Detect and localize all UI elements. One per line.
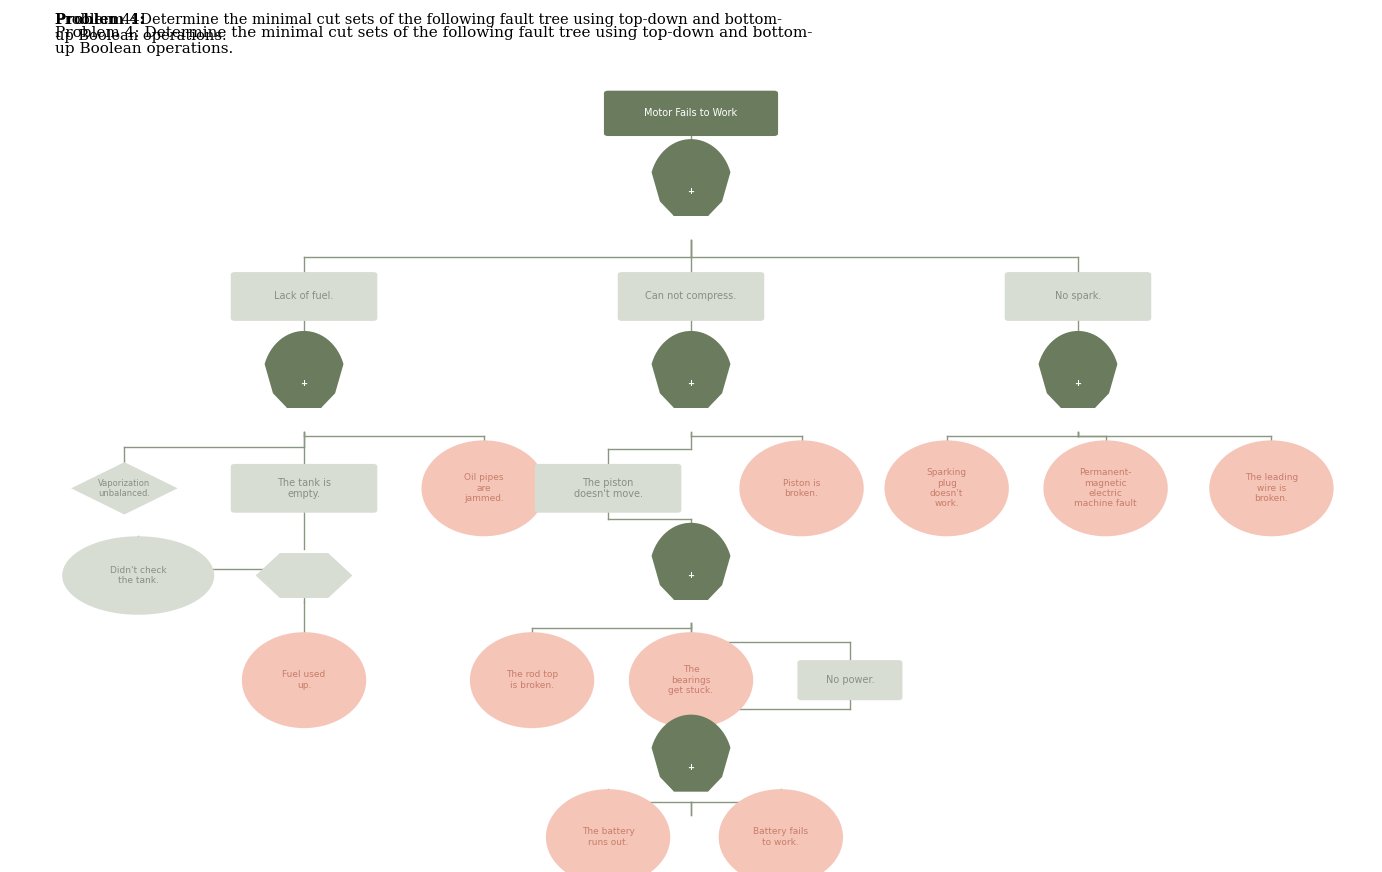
Text: Problem 4:: Problem 4:: [55, 13, 145, 27]
Text: No spark.: No spark.: [1054, 291, 1101, 302]
PathPatch shape: [651, 331, 731, 407]
Text: Piston is
broken.: Piston is broken.: [782, 479, 821, 498]
Ellipse shape: [422, 440, 546, 536]
FancyBboxPatch shape: [535, 464, 681, 513]
PathPatch shape: [264, 331, 344, 407]
PathPatch shape: [651, 140, 731, 215]
FancyBboxPatch shape: [1005, 272, 1151, 321]
Text: The battery
runs out.: The battery runs out.: [582, 828, 634, 847]
Ellipse shape: [1043, 440, 1168, 536]
Text: +: +: [687, 763, 695, 772]
Text: The rod top
is broken.: The rod top is broken.: [506, 671, 558, 690]
Text: Sparking
plug
doesn't
work.: Sparking plug doesn't work.: [926, 468, 967, 508]
FancyBboxPatch shape: [618, 272, 764, 321]
Text: The
bearings
get stuck.: The bearings get stuck.: [669, 665, 713, 695]
Text: Problem 4: Determine the minimal cut sets of the following fault tree using top-: Problem 4: Determine the minimal cut set…: [55, 13, 782, 44]
Text: +: +: [687, 379, 695, 388]
FancyBboxPatch shape: [797, 660, 902, 700]
Ellipse shape: [242, 632, 366, 728]
Text: +: +: [687, 187, 695, 196]
Text: Fuel used
up.: Fuel used up.: [282, 671, 326, 690]
Ellipse shape: [739, 440, 864, 536]
Text: Didn't check
the tank.: Didn't check the tank.: [111, 566, 166, 585]
Text: The leading
wire is
broken.: The leading wire is broken.: [1245, 473, 1298, 503]
Ellipse shape: [470, 632, 594, 728]
Text: +: +: [1074, 379, 1082, 388]
PathPatch shape: [651, 715, 731, 792]
Text: Problem 4: Determine the minimal cut sets of the following fault tree using top-: Problem 4: Determine the minimal cut set…: [55, 26, 813, 57]
Text: Permanent-
magnetic
electric
machine fault: Permanent- magnetic electric machine fau…: [1074, 468, 1137, 508]
Text: The tank is
empty.: The tank is empty.: [276, 478, 332, 499]
Polygon shape: [256, 553, 352, 598]
Ellipse shape: [1209, 440, 1334, 536]
Text: The piston
doesn't move.: The piston doesn't move.: [574, 478, 643, 499]
Ellipse shape: [884, 440, 1009, 536]
Text: +: +: [300, 379, 308, 388]
Ellipse shape: [62, 536, 214, 615]
Text: +: +: [687, 571, 695, 580]
Text: Can not compress.: Can not compress.: [645, 291, 737, 302]
FancyBboxPatch shape: [231, 272, 377, 321]
Text: Oil pipes
are
jammed.: Oil pipes are jammed.: [464, 473, 503, 503]
PathPatch shape: [651, 523, 731, 600]
Ellipse shape: [629, 632, 753, 728]
Text: Vaporization
unbalanced.: Vaporization unbalanced.: [98, 479, 151, 498]
Text: Motor Fails to Work: Motor Fails to Work: [644, 108, 738, 119]
FancyBboxPatch shape: [231, 464, 377, 513]
Ellipse shape: [546, 789, 670, 872]
Polygon shape: [72, 462, 178, 514]
Ellipse shape: [719, 789, 843, 872]
PathPatch shape: [1038, 331, 1118, 407]
Text: Battery fails
to work.: Battery fails to work.: [753, 828, 808, 847]
Text: Lack of fuel.: Lack of fuel.: [275, 291, 333, 302]
FancyBboxPatch shape: [604, 91, 778, 136]
Text: No power.: No power.: [825, 675, 875, 685]
